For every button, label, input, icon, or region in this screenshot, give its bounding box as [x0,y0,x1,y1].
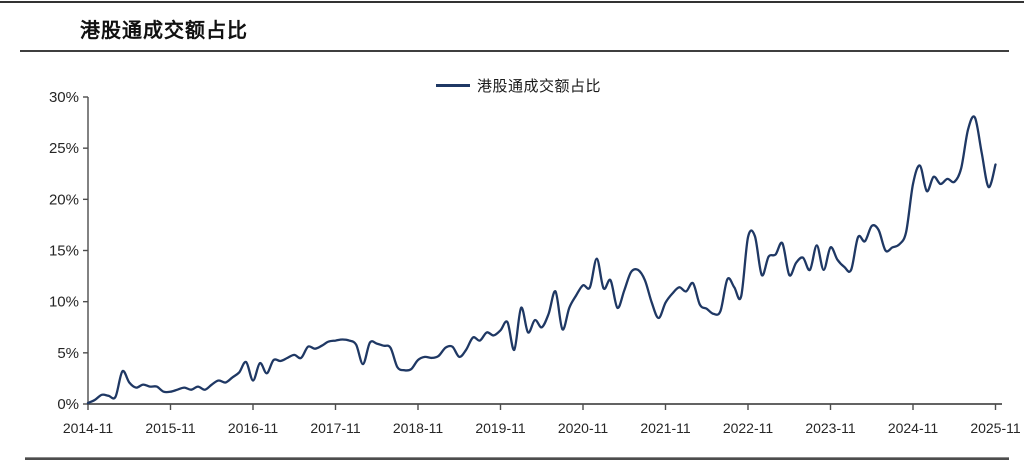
top-border-rule [0,1,1024,3]
y-tick-label: 5% [57,345,79,362]
y-tick-label: 10% [49,294,79,311]
page-title: 港股通成交额占比 [80,20,248,42]
y-tick-label: 20% [49,191,79,208]
y-tick-labels: 0% 5% 10% 15% 20% 25% 30% [49,89,88,413]
x-tick-label: 2018-11 [393,420,444,436]
chart-legend: 港股通成交额占比 [436,76,602,95]
legend-label: 港股通成交额占比 [477,77,602,95]
x-tick-label: 2021-11 [640,420,691,436]
series-line [86,115,997,405]
axes [87,97,1002,405]
y-tick-label: 25% [49,140,79,157]
x-tick-label: 2020-11 [558,420,609,436]
y-tick-label: 0% [57,396,79,413]
x-tick-label: 2014-11 [63,420,114,436]
y-tick-label: 30% [49,89,79,106]
x-tick-labels: 2014-11 2015-11 2016-11 2017-11 2018-11 2019-… [63,404,1021,436]
bottom-border-rule [25,457,1009,460]
x-tick-label: 2022-11 [723,420,774,436]
title-rule [20,50,1009,52]
x-tick-label: 2024-11 [888,420,939,436]
x-tick-label: 2019-11 [475,420,526,436]
x-tick-label: 2016-11 [228,420,279,436]
x-tick-label: 2025-11 [970,420,1021,436]
x-tick-label: 2017-11 [310,420,361,436]
x-tick-label: 2015-11 [145,420,196,436]
x-tick-label: 2023-11 [805,420,856,436]
legend-line-icon [436,83,470,87]
y-tick-label: 15% [49,243,79,260]
